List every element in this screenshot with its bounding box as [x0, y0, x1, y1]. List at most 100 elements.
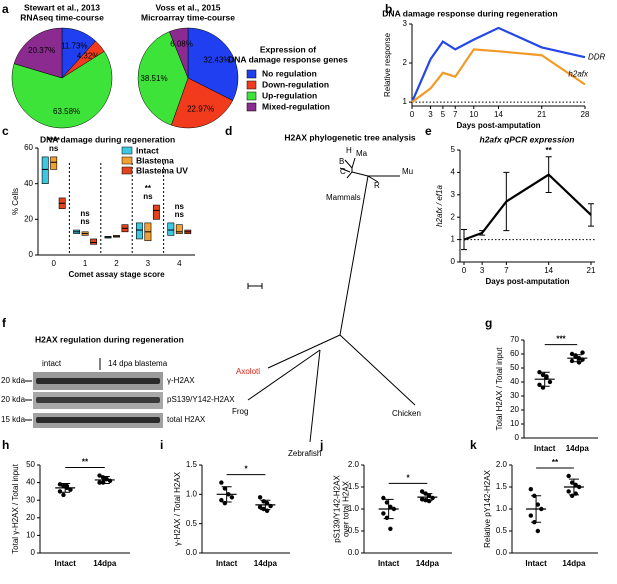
- y-tick-label: 50: [26, 460, 35, 469]
- legend-swatch: [121, 146, 133, 155]
- significance: ns: [80, 217, 90, 226]
- significance: ns: [175, 210, 185, 219]
- x-tick-label: 14: [494, 110, 503, 119]
- legend-swatch: [121, 166, 133, 175]
- data-point: [573, 482, 578, 487]
- significance: **: [145, 184, 152, 193]
- x-tick-label: 0: [462, 266, 467, 275]
- y-tick-label: 40: [24, 179, 33, 188]
- legend-label: Up-regulation: [262, 90, 317, 100]
- x-tick-label: 14dpa: [562, 559, 586, 568]
- data-point: [540, 372, 546, 378]
- y-tick-label: 1.0: [348, 504, 360, 513]
- tree-leaf: Zebrafish: [288, 449, 321, 458]
- y-tick-label: 0.5: [496, 526, 508, 535]
- y-tick-label: 5: [451, 145, 456, 154]
- panel-letter: a: [2, 2, 9, 16]
- y-tick-label: 1: [451, 235, 456, 244]
- y-tick-label: 20: [24, 214, 33, 223]
- panel-letter: e: [425, 124, 432, 138]
- y-tick-label: 40: [510, 377, 519, 386]
- x-tick-label: 14dpa: [566, 444, 590, 453]
- panel-letter: g: [485, 316, 492, 330]
- lane-label: 14 dpa blastema: [108, 359, 168, 368]
- y-tick-label: 10: [26, 531, 35, 540]
- y-tick-label: 1.0: [496, 504, 508, 513]
- panel-letter: d: [225, 124, 232, 138]
- significance: **: [552, 458, 559, 467]
- y-tick-label: 4: [451, 168, 456, 177]
- data-point: [264, 500, 270, 506]
- data-point: [535, 528, 541, 534]
- legend-title: DNA damage response genes: [228, 54, 348, 64]
- data-point: [419, 489, 425, 494]
- tree-leaf: Ma: [356, 149, 368, 158]
- chart-title: h2afx qPCR expression: [480, 134, 575, 144]
- sd-bar: [572, 354, 583, 363]
- pie-slice: [137, 31, 189, 126]
- panel-letter: h: [2, 438, 9, 452]
- x-tick-label: 14: [544, 266, 553, 275]
- sd-bar: [539, 371, 550, 387]
- y-tick-label: 3: [403, 19, 408, 28]
- x-tick-label: Intact: [525, 559, 547, 568]
- y-axis-label: pS139/Y142-H2AX: [333, 475, 342, 543]
- range-bar: [152, 204, 160, 220]
- x-tick-label: 3: [428, 110, 433, 119]
- chart-title: DNA damage during regeneration: [40, 134, 175, 144]
- tree-clade: Mammals: [326, 193, 361, 202]
- data-point: [229, 495, 235, 500]
- slice-label: 22.97%: [187, 105, 214, 114]
- x-tick-label: 3: [480, 266, 485, 275]
- data-point: [528, 513, 534, 518]
- x-tick-label: 1: [83, 259, 88, 268]
- y-axis-label: Relative pY142-H2AX: [483, 469, 492, 547]
- x-tick-label: 7: [453, 110, 458, 119]
- y-tick-label: 60: [510, 349, 519, 358]
- slice-label: 11.73%: [61, 41, 88, 50]
- band-label: total H2AX: [167, 415, 206, 424]
- line-series: [410, 26, 586, 103]
- tree-leaf: Mu: [402, 167, 413, 176]
- y-tick-label: 0.0: [496, 548, 508, 557]
- data-point: [430, 495, 435, 501]
- pie-slice: [13, 27, 63, 79]
- series-label: h2afx: [568, 70, 589, 79]
- data-point: [222, 486, 228, 491]
- x-tick-label: 14dpa: [93, 559, 117, 568]
- x-axis-label: Comet assay stage score: [68, 270, 165, 279]
- sd-bar: [568, 478, 579, 496]
- panel-letter: j: [319, 438, 323, 452]
- pie-slice: [11, 50, 113, 129]
- y-tick-label: 0.0: [348, 548, 360, 557]
- significance: **: [546, 146, 553, 155]
- data-point: [61, 492, 66, 498]
- y-tick-label: 0: [515, 433, 520, 442]
- pie-title: Microarray time-course: [141, 12, 235, 22]
- x-tick-label: Intact: [378, 559, 400, 568]
- tree-leaf: Chicken: [392, 409, 421, 418]
- range-bar: [175, 224, 183, 234]
- y-tick-label: 70: [510, 335, 519, 344]
- data-point: [384, 500, 390, 505]
- sd-bar: [422, 493, 433, 502]
- range-bar: [167, 222, 175, 236]
- legend-label: No regulation: [262, 68, 317, 78]
- sd-bar: [99, 475, 110, 484]
- kda-marker: 20 kda: [1, 395, 26, 404]
- y-tick-label: 1.0: [186, 489, 198, 498]
- data-point: [528, 487, 534, 492]
- slice-label: 38.51%: [140, 74, 167, 83]
- panel-letter: k: [470, 438, 477, 452]
- data-point: [64, 483, 70, 489]
- tree-leaf: H: [346, 146, 352, 155]
- data-point: [388, 526, 393, 531]
- legend-label: Down-regulation: [262, 79, 329, 89]
- x-tick-label: 21: [587, 266, 596, 275]
- x-tick-label: Intact: [534, 444, 556, 453]
- range-bar: [135, 222, 143, 240]
- y-tick-label: 10: [510, 419, 519, 428]
- sd-bar: [60, 482, 71, 493]
